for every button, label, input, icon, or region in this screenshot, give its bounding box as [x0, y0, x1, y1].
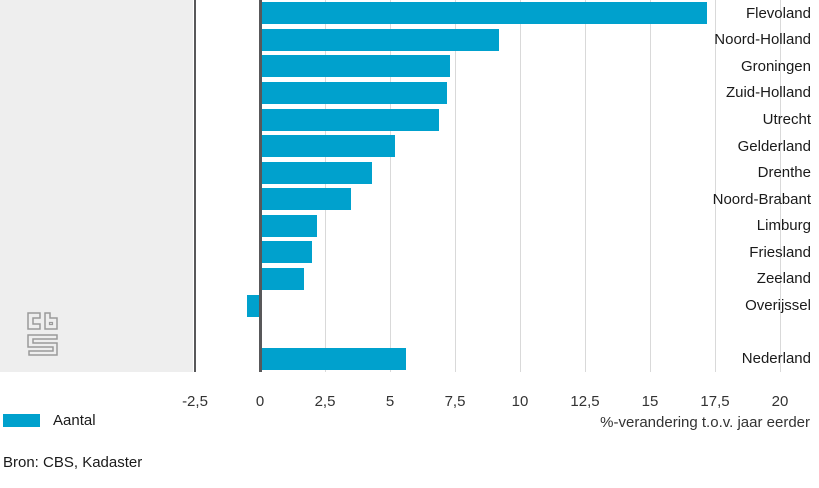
gridline-12-5: [584, 0, 586, 372]
bar-zuid-holland: [261, 82, 448, 104]
legend-swatch-aantal: [3, 413, 40, 427]
bar-drenthe: [261, 161, 372, 184]
x-tick-label-12-5: 12,5: [570, 393, 600, 410]
row-label-limburg: Limburg: [756, 217, 811, 235]
bar-noord-holland: [261, 28, 500, 51]
x-tick-label-10: 10: [511, 393, 529, 410]
plot-area: [193, 0, 819, 372]
x-tick-label-17-5: 17,5: [700, 393, 730, 410]
x-tick-label-15: 15: [641, 393, 659, 410]
row-label-nederland: Nederland: [741, 350, 811, 368]
x-axis-title: %-verandering t.o.v. jaar eerder: [600, 414, 810, 431]
row-label-friesland: Friesland: [749, 243, 811, 261]
gridline-10: [519, 0, 521, 372]
row-label-utrecht: Utrecht: [762, 111, 811, 129]
row-label-noord-holland: Noord-Holland: [714, 31, 811, 49]
bar-friesland: [261, 241, 312, 264]
cbs-logo-icon: [27, 312, 58, 356]
gridline-7-5: [454, 0, 456, 372]
row-label-zeeland: Zeeland: [756, 270, 811, 288]
legend: Aantal: [3, 411, 96, 429]
row-label-gelderland: Gelderland: [737, 137, 811, 155]
bar-nederland: [261, 347, 406, 370]
zero-axis-line: [258, 0, 262, 372]
row-label-zuid-holland: Zuid-Holland: [725, 84, 811, 102]
row-label-flevoland: Flevoland: [745, 4, 811, 22]
bar-groningen: [261, 55, 450, 78]
category-label-panel: [0, 0, 193, 372]
bar-utrecht: [261, 108, 440, 131]
source-text: Bron: CBS, Kadaster: [3, 454, 143, 471]
bar-overijssel: [247, 294, 259, 317]
x-tick-label--2-5: -2,5: [182, 393, 208, 410]
row-label-groningen: Groningen: [740, 57, 811, 75]
bar-noord-brabant: [261, 188, 351, 211]
gridline--2-5: [194, 0, 196, 372]
x-tick-label-7-5: 7,5: [444, 393, 466, 410]
x-tick-label-20: 20: [771, 393, 789, 410]
gridline-20: [779, 0, 781, 372]
gridline-2-5: [324, 0, 326, 372]
row-label-drenthe: Drenthe: [757, 164, 811, 182]
x-tick-label-2-5: 2,5: [314, 393, 336, 410]
bar-flevoland: [261, 2, 708, 25]
bar-limburg: [261, 214, 318, 237]
row-label-overijssel: Overijssel: [745, 297, 811, 315]
bar-zeeland: [261, 268, 305, 290]
bar-gelderland: [261, 135, 396, 158]
row-label-noord-brabant: Noord-Brabant: [712, 190, 811, 208]
gridline-15: [649, 0, 651, 372]
legend-label: Aantal: [53, 411, 96, 429]
x-tick-label-0: 0: [255, 393, 265, 410]
x-tick-label-5: 5: [385, 393, 395, 410]
gridline-17-5: [714, 0, 716, 372]
gridline-5: [389, 0, 391, 372]
